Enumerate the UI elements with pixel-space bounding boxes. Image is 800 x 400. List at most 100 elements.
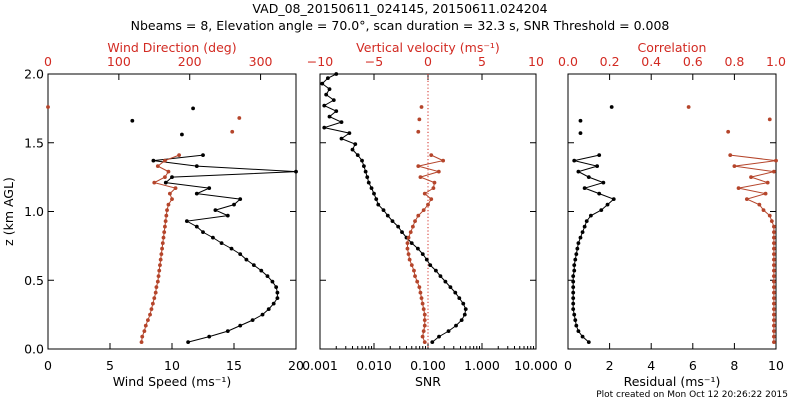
series-wind-bottom-1 bbox=[130, 106, 195, 137]
x-tick-label-top: 200 bbox=[178, 54, 202, 69]
data-point bbox=[772, 263, 776, 268]
data-point bbox=[381, 208, 386, 213]
data-point bbox=[331, 98, 336, 103]
data-point bbox=[167, 191, 172, 196]
x-axis-label-bottom: Wind Speed (ms⁻¹) bbox=[113, 374, 232, 389]
data-point bbox=[173, 186, 178, 191]
data-point bbox=[294, 169, 298, 174]
data-point bbox=[578, 131, 583, 136]
data-point bbox=[584, 219, 589, 224]
data-point bbox=[164, 213, 169, 218]
data-point bbox=[260, 312, 265, 317]
data-point bbox=[457, 296, 462, 301]
data-point bbox=[772, 241, 776, 246]
data-point bbox=[322, 125, 327, 130]
data-point bbox=[194, 164, 199, 169]
x-tick-label-bottom: 4 bbox=[647, 358, 655, 373]
data-point bbox=[420, 301, 425, 306]
data-point bbox=[163, 180, 168, 185]
data-point bbox=[772, 307, 776, 312]
data-point bbox=[163, 175, 167, 180]
data-point bbox=[238, 323, 243, 328]
data-point bbox=[271, 301, 276, 306]
data-point bbox=[417, 285, 422, 290]
data-point bbox=[571, 307, 576, 312]
data-point bbox=[142, 329, 147, 334]
x-tick-label-bottom: 0.001 bbox=[302, 358, 338, 373]
data-point bbox=[374, 197, 379, 202]
data-point bbox=[162, 230, 167, 235]
data-point bbox=[410, 224, 415, 229]
data-point bbox=[419, 296, 424, 301]
x-tick-label-bottom: 1.000 bbox=[464, 358, 500, 373]
data-point bbox=[259, 268, 264, 273]
data-point bbox=[597, 191, 602, 196]
data-point bbox=[420, 334, 425, 339]
data-point bbox=[130, 118, 135, 123]
data-point bbox=[409, 241, 414, 246]
chart-title: VAD_08_20150611_024145, 20150611.024204 bbox=[252, 1, 548, 16]
data-point bbox=[201, 230, 205, 235]
data-point bbox=[148, 312, 152, 317]
series-residual-top-2 bbox=[728, 153, 778, 345]
data-point bbox=[582, 224, 587, 229]
data-point bbox=[428, 263, 433, 268]
data-point bbox=[155, 164, 160, 169]
chart-subtitle: Nbeams = 8, Elevation angle = 70.0°, sca… bbox=[130, 18, 670, 33]
data-point bbox=[572, 268, 577, 273]
data-point bbox=[772, 329, 776, 334]
data-point bbox=[416, 129, 421, 134]
x-tick-label-bottom: 15 bbox=[226, 358, 242, 373]
data-point bbox=[438, 274, 443, 279]
data-point bbox=[334, 109, 339, 114]
data-point bbox=[155, 279, 160, 284]
data-point bbox=[419, 105, 424, 109]
data-point bbox=[408, 230, 413, 235]
data-point bbox=[736, 186, 741, 191]
data-point bbox=[417, 117, 422, 122]
data-point bbox=[772, 296, 776, 301]
data-point bbox=[611, 197, 616, 202]
data-point bbox=[605, 202, 610, 207]
data-point bbox=[237, 116, 242, 120]
data-point bbox=[339, 136, 344, 141]
data-point bbox=[161, 235, 166, 240]
data-point bbox=[429, 197, 434, 202]
data-point bbox=[732, 164, 737, 169]
data-point bbox=[580, 334, 585, 339]
data-point bbox=[376, 202, 381, 207]
series-line bbox=[153, 154, 297, 343]
data-point bbox=[250, 318, 255, 323]
data-point bbox=[461, 301, 466, 306]
series-line bbox=[321, 73, 467, 343]
data-point bbox=[225, 329, 230, 334]
series-wind-top-2 bbox=[139, 153, 181, 345]
data-point bbox=[170, 175, 174, 180]
x-tick-label-top: 0.4 bbox=[641, 54, 661, 69]
data-point bbox=[158, 263, 162, 268]
data-point bbox=[238, 252, 243, 257]
data-point bbox=[453, 290, 458, 295]
data-point bbox=[334, 72, 339, 76]
data-point bbox=[772, 235, 776, 240]
data-point bbox=[416, 213, 421, 218]
data-point bbox=[586, 340, 591, 345]
data-point bbox=[772, 224, 776, 229]
data-point bbox=[415, 279, 420, 284]
data-point bbox=[609, 105, 614, 109]
data-point bbox=[265, 274, 270, 279]
data-point bbox=[749, 175, 753, 180]
data-point bbox=[772, 334, 776, 339]
data-point bbox=[159, 252, 164, 257]
data-point bbox=[448, 285, 453, 290]
x-tick-label-bottom: 8 bbox=[730, 358, 738, 373]
x-tick-label-top: 5 bbox=[478, 54, 486, 69]
data-point bbox=[229, 246, 234, 251]
x-axis-label-top: Wind Direction (deg) bbox=[107, 40, 236, 55]
data-point bbox=[230, 129, 235, 134]
data-point bbox=[728, 153, 733, 158]
data-point bbox=[327, 114, 332, 119]
data-point bbox=[418, 175, 423, 180]
data-point bbox=[406, 252, 411, 257]
data-point bbox=[413, 219, 417, 224]
